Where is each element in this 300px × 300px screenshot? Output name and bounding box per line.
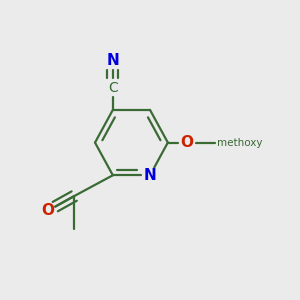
Text: C: C <box>108 81 118 94</box>
Text: O: O <box>181 135 194 150</box>
Text: N: N <box>144 168 156 183</box>
Text: methoxy: methoxy <box>217 138 262 148</box>
Text: O: O <box>41 203 54 218</box>
Text: N: N <box>106 53 119 68</box>
